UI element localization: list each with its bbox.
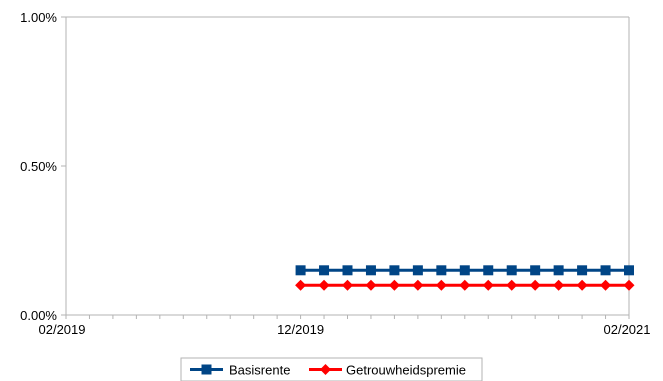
axes: 0.00% 0.50% 1.00% 02/2019 12/2019 02/2021 [20,10,650,337]
data-point [459,279,471,291]
legend-marker [201,364,212,375]
legend: Basisrente Getrouwheidspremie [180,357,483,381]
data-point [624,265,634,276]
data-point [553,279,565,291]
data-point [600,265,611,276]
data-point [506,279,518,291]
data-point [459,265,470,276]
data-point [436,265,447,276]
y-tick-label: 1.00% [20,10,57,25]
data-point [576,279,588,291]
x-tick-label: 02/2019 [39,322,86,337]
data-point [389,265,400,276]
y-tick-label: 0.00% [20,308,57,323]
data-point [482,279,494,291]
data-point [342,279,353,291]
data-point [388,279,400,291]
series-basisrente [295,265,634,276]
x-tick-label: 02/2021 [604,322,651,337]
legend-label: Basisrente [229,363,290,378]
data-point [600,279,612,291]
data-point [577,265,588,276]
y-tick-label: 0.50% [20,159,57,174]
data-point [412,279,424,291]
data-point [553,265,564,276]
series-getrouwheidspremie [295,279,635,291]
data-point [295,265,306,276]
data-point [435,279,447,291]
data-point [295,279,307,291]
data-point [623,279,635,291]
data-point [530,265,541,276]
data-point [319,265,330,276]
data-point [342,265,353,276]
data-point [318,279,330,291]
series-layer [295,265,635,291]
x-tick-label: 12/2019 [277,322,324,337]
data-point [483,265,494,276]
data-point [412,265,423,276]
data-point [529,279,541,291]
data-point [506,265,517,276]
data-point [365,265,376,276]
legend-label: Getrouwheidspremie [346,363,466,378]
data-point [365,279,377,291]
legend-marker [320,364,331,375]
